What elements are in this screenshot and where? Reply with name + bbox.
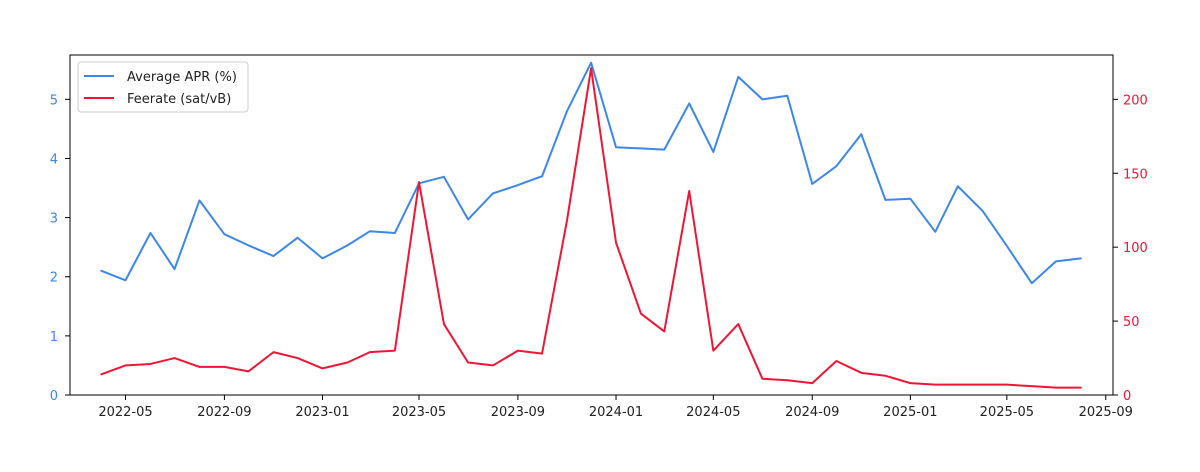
series-line-apr xyxy=(100,61,1082,285)
x-tick-label: 2023-01 xyxy=(295,405,349,420)
legend-box xyxy=(77,61,249,113)
x-tick-label: 2025-09 xyxy=(1079,405,1133,420)
series-line-feerate xyxy=(100,67,1082,389)
y-left-tick-label: 1 xyxy=(50,330,58,345)
x-axis-ticks: 2022-05 2022-09 2023-01 2023-05 2023-09 2024-… xyxy=(98,395,1133,420)
legend-label-apr: Average APR (%) xyxy=(127,70,237,85)
x-tick-label: 2022-05 xyxy=(98,405,152,420)
y-left-tick-label: 0 xyxy=(50,389,58,404)
right-y-axis-ticks: 0 50 100 150 200 xyxy=(1113,93,1148,404)
x-tick-label: 2024-05 xyxy=(686,405,740,420)
y-right-tick-label: 0 xyxy=(1123,389,1131,404)
y-right-tick-label: 150 xyxy=(1123,167,1148,182)
plot-frame xyxy=(69,54,1114,396)
x-tick-label: 2025-01 xyxy=(883,405,937,420)
y-left-tick-label: 4 xyxy=(50,152,58,167)
legend: Average APR (%) Feerate (sat/vB) xyxy=(77,61,249,113)
y-right-tick-label: 50 xyxy=(1123,315,1140,330)
x-tick-label: 2024-01 xyxy=(589,405,643,420)
y-left-tick-label: 2 xyxy=(50,271,58,286)
x-tick-label: 2023-09 xyxy=(491,405,545,420)
y-left-tick-label: 5 xyxy=(50,93,58,108)
left-y-axis-ticks: 0 1 2 3 4 5 xyxy=(50,93,70,404)
y-right-tick-label: 200 xyxy=(1123,93,1148,108)
y-left-tick-label: 3 xyxy=(50,212,58,227)
x-tick-label: 2025-05 xyxy=(980,405,1034,420)
series-layer xyxy=(100,61,1082,389)
x-tick-label: 2024-09 xyxy=(785,405,839,420)
x-tick-label: 2022-09 xyxy=(197,405,251,420)
x-tick-label: 2023-05 xyxy=(392,405,446,420)
legend-label-feerate: Feerate (sat/vB) xyxy=(127,92,231,107)
y-right-tick-label: 100 xyxy=(1123,241,1148,256)
